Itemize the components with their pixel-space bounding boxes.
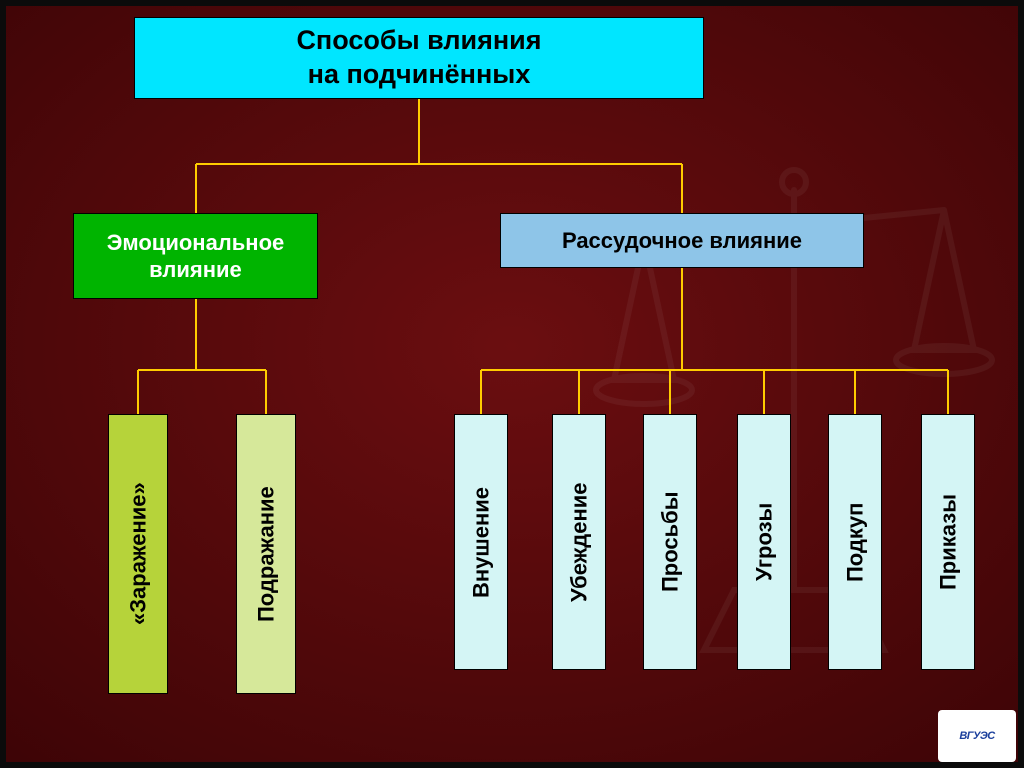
leaf-label-rational-2: Просьбы [656, 492, 684, 593]
logo-text: ВГУЭС [959, 730, 994, 742]
leaf-box-emotional-1: Подражание [236, 414, 296, 694]
title-line1: Способы влияния [296, 24, 541, 58]
leaf-box-rational-2: Просьбы [643, 414, 697, 670]
leaf-label-rational-5: Приказы [934, 494, 962, 590]
title-line2: на подчинённых [296, 58, 541, 92]
leaf-box-rational-4: Подкуп [828, 414, 882, 670]
logo-badge: ВГУЭС [938, 710, 1016, 762]
emotional-category-box: Эмоциональное влияние [73, 213, 318, 299]
leaf-label-rational-1: Убеждение [565, 482, 593, 602]
leaf-box-emotional-0: «Заражение» [108, 414, 168, 694]
title-box: Способы влияния на подчинённых [134, 17, 704, 99]
leaf-label-rational-0: Внушение [467, 486, 495, 597]
slide-frame: Способы влияния на подчинённых Эмоционал… [0, 0, 1024, 768]
emotional-label-line1: Эмоциональное [107, 229, 285, 257]
leaf-box-rational-3: Угрозы [737, 414, 791, 670]
leaf-box-rational-1: Убеждение [552, 414, 606, 670]
diagram-content: Способы влияния на подчинённых Эмоционал… [0, 0, 1024, 768]
leaf-label-emotional-0: «Заражение» [124, 483, 152, 626]
leaf-box-rational-0: Внушение [454, 414, 508, 670]
leaf-box-rational-5: Приказы [921, 414, 975, 670]
leaf-label-rational-4: Подкуп [841, 502, 869, 581]
leaf-label-rational-3: Угрозы [750, 503, 778, 581]
rational-category-box: Рассудочное влияние [500, 213, 864, 268]
leaf-label-emotional-1: Подражание [252, 486, 280, 622]
rational-label: Рассудочное влияние [562, 227, 802, 255]
emotional-label-line2: влияние [107, 256, 285, 284]
